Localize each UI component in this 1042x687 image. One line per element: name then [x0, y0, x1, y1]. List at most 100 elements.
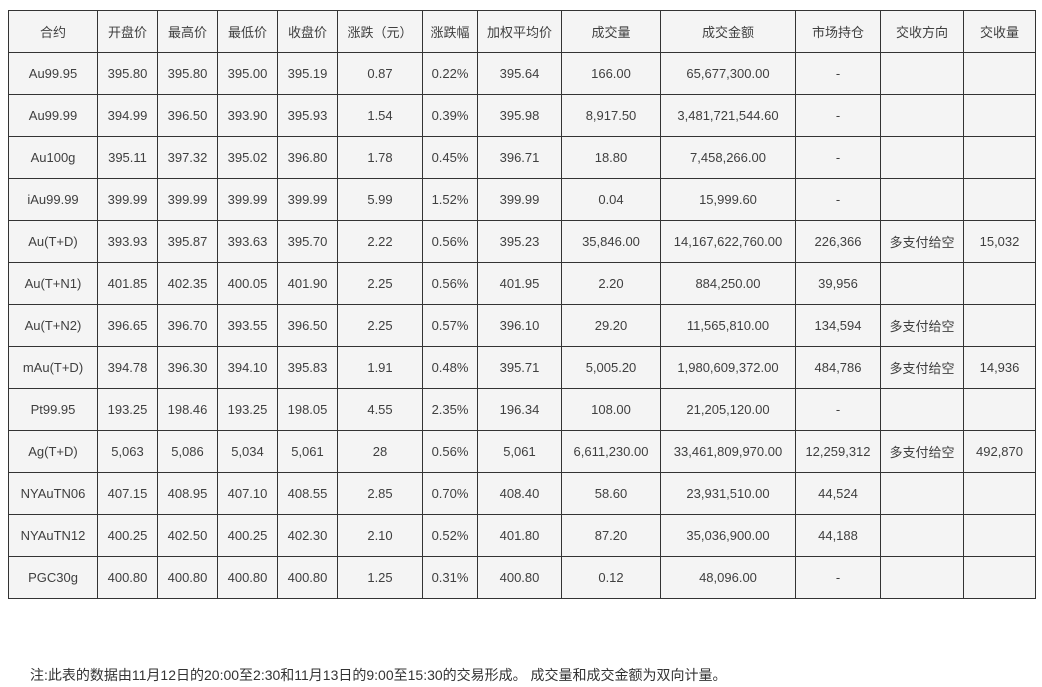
column-header: 最低价 [217, 10, 278, 53]
value-cell: 0.56% [422, 220, 478, 263]
contract-cell: Au99.95 [8, 52, 98, 95]
header-row: 合约 开盘价 最高价 最低价 收盘价 涨跌（元） 涨跌幅 加权平均价 成交量 成交金额 市场持仓 交收… [8, 10, 1036, 53]
value-cell: - [795, 556, 881, 599]
contract-cell: NYAuTN06 [8, 472, 98, 515]
value-cell: 198.46 [157, 388, 218, 431]
column-header: 最高价 [157, 10, 218, 53]
value-cell: 65,677,300.00 [660, 52, 796, 95]
value-cell: 0.31% [422, 556, 478, 599]
value-cell: 5,061 [477, 430, 562, 473]
value-cell [963, 94, 1036, 137]
value-cell [963, 472, 1036, 515]
value-cell: 6,611,230.00 [561, 430, 661, 473]
column-header: 收盘价 [277, 10, 338, 53]
value-cell: 多支付给空 [880, 346, 964, 389]
value-cell: 29.20 [561, 304, 661, 347]
table-row: Au100g 395.11 397.32 395.02 396.80 1.78 0.45% 3… [8, 136, 1036, 179]
value-cell [963, 514, 1036, 557]
value-cell: 44,188 [795, 514, 881, 557]
value-cell: 5,034 [217, 430, 278, 473]
value-cell: 35,846.00 [561, 220, 661, 263]
value-cell: 395.23 [477, 220, 562, 263]
contract-cell: Au(T+N2) [8, 304, 98, 347]
value-cell: 400.80 [277, 556, 338, 599]
value-cell: 1.91 [337, 346, 423, 389]
value-cell: 399.99 [157, 178, 218, 221]
table-row: iAu99.99 399.99 399.99 399.99 399.99 5.99 1.52… [8, 178, 1036, 221]
value-cell: 35,036,900.00 [660, 514, 796, 557]
value-cell: - [795, 388, 881, 431]
value-cell: 2.25 [337, 304, 423, 347]
value-cell: 393.55 [217, 304, 278, 347]
value-cell: 399.99 [97, 178, 158, 221]
contract-cell: mAu(T+D) [8, 346, 98, 389]
value-cell: 401.95 [477, 262, 562, 305]
value-cell: 0.45% [422, 136, 478, 179]
value-cell: 396.70 [157, 304, 218, 347]
value-cell: 402.50 [157, 514, 218, 557]
value-cell: 395.93 [277, 94, 338, 137]
value-cell: 395.83 [277, 346, 338, 389]
value-cell: 108.00 [561, 388, 661, 431]
value-cell: 1.78 [337, 136, 423, 179]
value-cell [880, 136, 964, 179]
value-cell: 2.10 [337, 514, 423, 557]
value-cell: 15,032 [963, 220, 1036, 263]
value-cell: 166.00 [561, 52, 661, 95]
value-cell: 0.57% [422, 304, 478, 347]
value-cell [963, 52, 1036, 95]
value-cell: 395.71 [477, 346, 562, 389]
value-cell: - [795, 136, 881, 179]
value-cell: 5,061 [277, 430, 338, 473]
value-cell: 多支付给空 [880, 304, 964, 347]
value-cell: 21,205,120.00 [660, 388, 796, 431]
value-cell: 0.48% [422, 346, 478, 389]
value-cell [963, 178, 1036, 221]
value-cell: 3,481,721,544.60 [660, 94, 796, 137]
value-cell: 397.32 [157, 136, 218, 179]
value-cell: 400.80 [217, 556, 278, 599]
value-cell: 395.64 [477, 52, 562, 95]
value-cell: 0.12 [561, 556, 661, 599]
value-cell: 396.30 [157, 346, 218, 389]
value-cell: 408.55 [277, 472, 338, 515]
value-cell: 2.35% [422, 388, 478, 431]
value-cell: 396.71 [477, 136, 562, 179]
contract-cell: Pt99.95 [8, 388, 98, 431]
value-cell: 400.80 [157, 556, 218, 599]
value-cell: 14,936 [963, 346, 1036, 389]
column-header: 涨跌（元） [337, 10, 423, 53]
value-cell: 2.85 [337, 472, 423, 515]
value-cell: 402.30 [277, 514, 338, 557]
value-cell: - [795, 178, 881, 221]
value-cell [963, 556, 1036, 599]
value-cell: 28 [337, 430, 423, 473]
value-cell: 5,005.20 [561, 346, 661, 389]
value-cell: 400.05 [217, 262, 278, 305]
value-cell: 394.10 [217, 346, 278, 389]
value-cell: 0.87 [337, 52, 423, 95]
column-header: 市场持仓 [795, 10, 881, 53]
value-cell: 401.90 [277, 262, 338, 305]
value-cell [880, 94, 964, 137]
contract-cell: Au(T+N1) [8, 262, 98, 305]
value-cell: 402.35 [157, 262, 218, 305]
value-cell: 395.11 [97, 136, 158, 179]
value-cell: 193.25 [217, 388, 278, 431]
value-cell [880, 52, 964, 95]
footnote: 注:此表的数据由11月12日的20:00至2:30和11月13日的9:00至15… [30, 667, 727, 683]
value-cell [963, 136, 1036, 179]
value-cell: 198.05 [277, 388, 338, 431]
value-cell: 396.50 [157, 94, 218, 137]
table-row: NYAuTN06 407.15 408.95 407.10 408.55 2.85 0.70… [8, 472, 1036, 515]
table-row: Pt99.95 193.25 198.46 193.25 198.05 4.55 2.35%… [8, 388, 1036, 431]
value-cell: 395.19 [277, 52, 338, 95]
table-row: Ag(T+D) 5,063 5,086 5,034 5,061 28 0.56% 5,061 6… [8, 430, 1036, 473]
value-cell: 400.25 [217, 514, 278, 557]
column-header: 加权平均价 [477, 10, 562, 53]
value-cell: 23,931,510.00 [660, 472, 796, 515]
value-cell: 484,786 [795, 346, 881, 389]
value-cell: 12,259,312 [795, 430, 881, 473]
value-cell: 408.40 [477, 472, 562, 515]
